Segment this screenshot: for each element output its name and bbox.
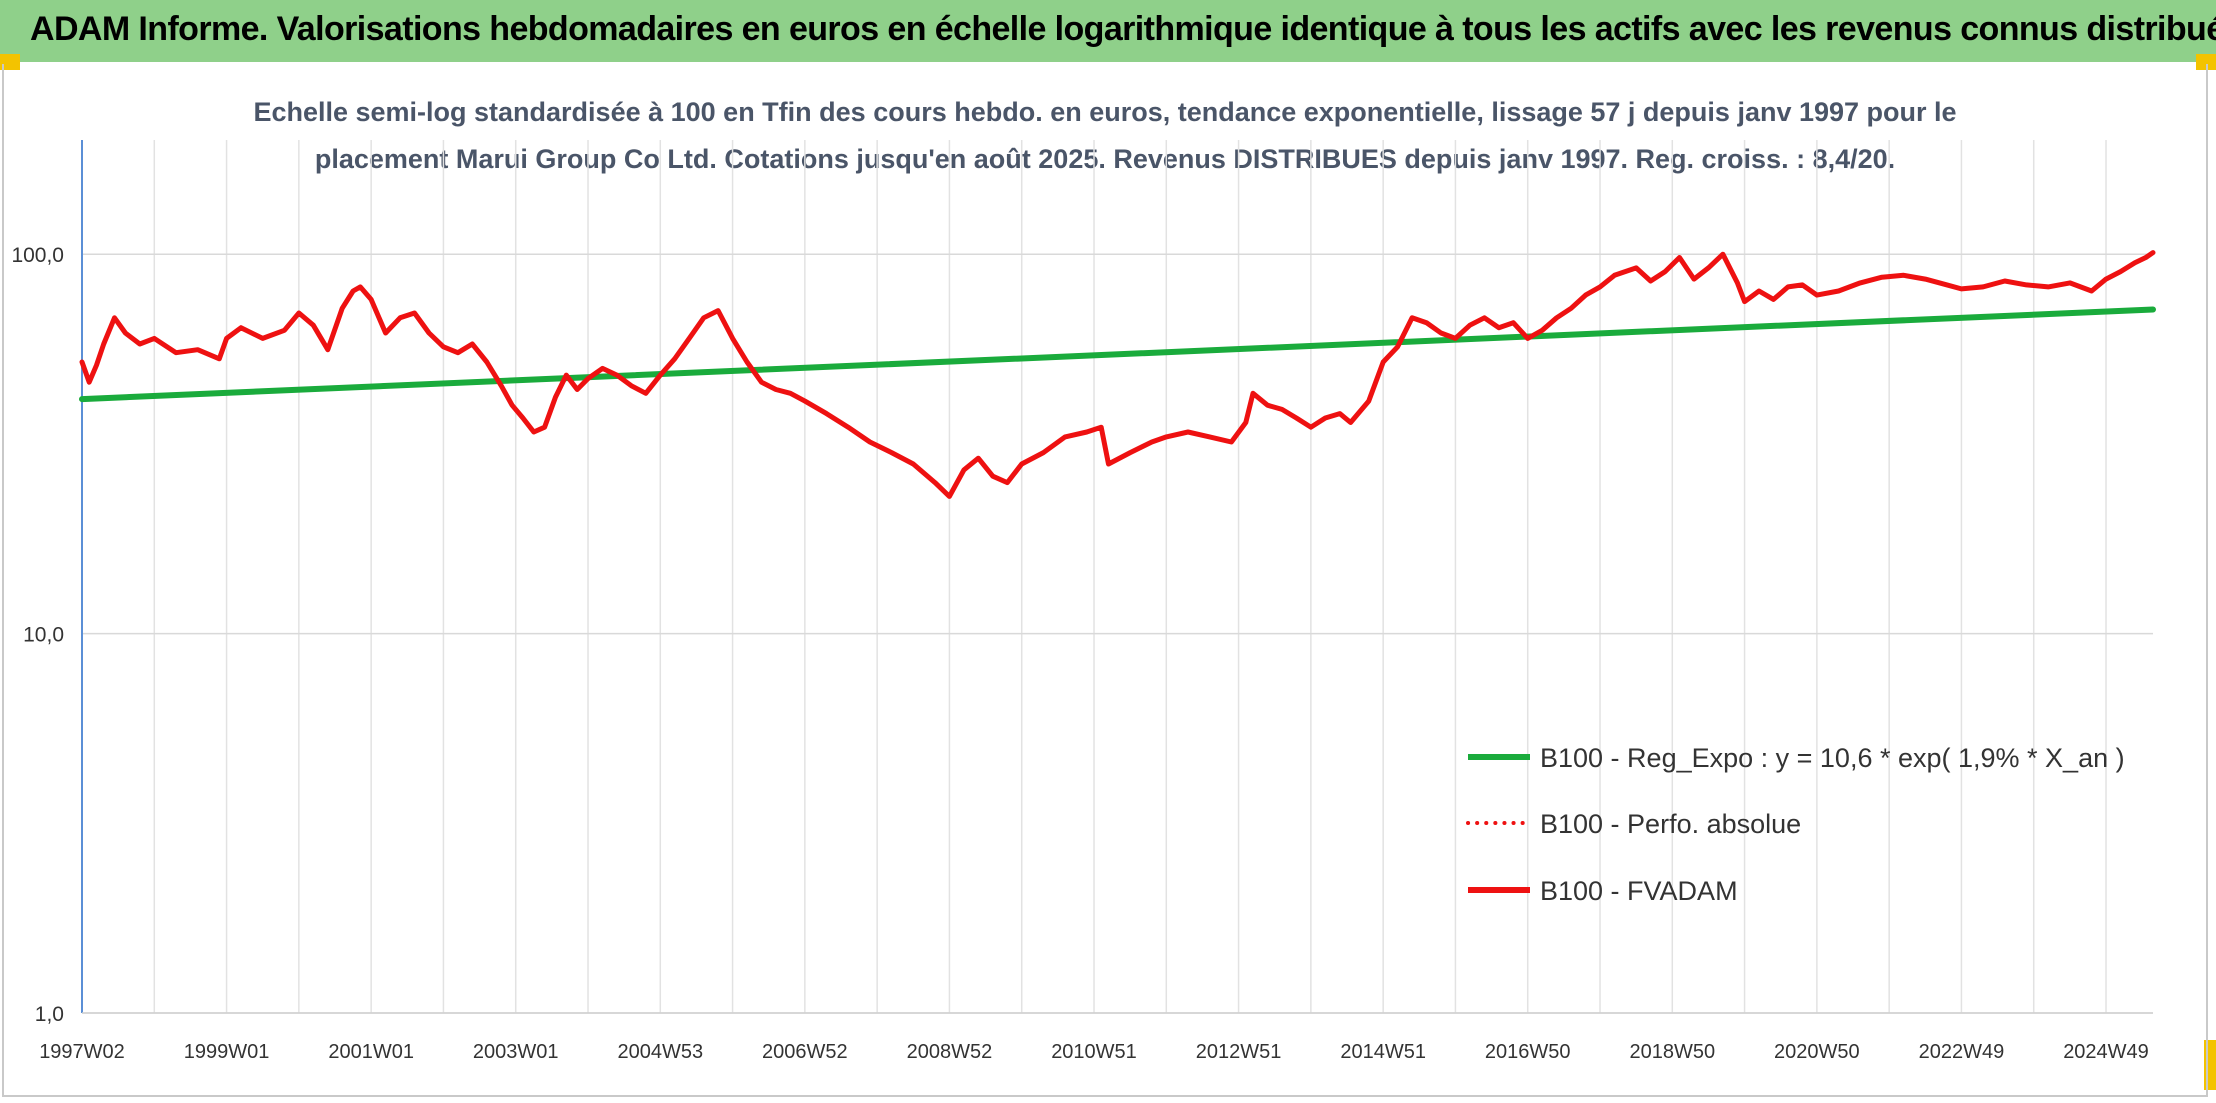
x-tick-label: 2006W52 [762,1041,848,1063]
x-tick-label: 2024W49 [2063,1041,2149,1063]
y-tick-label: 1,0 [35,1003,64,1026]
x-tick-label: 2018W50 [1629,1041,1715,1063]
x-tick-label: 2016W50 [1485,1041,1571,1063]
chart-frame [2,64,2208,1097]
series-fvadam-line [79,250,2156,499]
legend-label: B100 - FVADAM [1540,876,1738,906]
x-tick-label: 1997W02 [39,1041,125,1063]
x-tick-label: 2010W51 [1051,1041,1137,1063]
legend-label: B100 - Reg_Expo : y = 10,6 * exp( 1,9% *… [1540,743,2125,773]
x-tick-label: 1999W01 [184,1041,270,1063]
x-tick-label: 2001W01 [328,1041,414,1063]
axes: 1,0 10,0 100,0 1997W02 1999W01 2001W01 2003W01… [11,140,2153,1063]
y-tick-label: 100,0 [11,244,64,267]
series-lines [79,250,2156,499]
x-tick-label: 2014W51 [1340,1041,1426,1063]
x-tick-label: 2008W52 [907,1041,993,1063]
y-tick-label: 10,0 [23,624,64,647]
x-tick-label: 2012W51 [1196,1041,1282,1063]
chart-subtitle-line2: placement Marui Group Co Ltd. Cotations … [315,144,1895,174]
legend-label: B100 - Perfo. absolue [1540,809,1801,839]
legend: B100 - Reg_Expo : y = 10,6 * exp( 1,9% *… [1466,743,2125,906]
grid-lines [82,140,2153,1014]
x-tick-label: 2003W01 [473,1041,559,1063]
x-tick-label: 2020W50 [1774,1041,1860,1063]
corner-marker-top-left [0,54,20,70]
series-regression-line [79,306,2156,403]
report-banner: ADAM Informe. Valorisations hebdomadaire… [0,0,2216,62]
x-tick-label: 2004W53 [617,1041,703,1063]
chart-subtitle-line1: Echelle semi-log standardisée à 100 en T… [253,97,1956,127]
x-tick-label: 2022W49 [1919,1041,2005,1063]
report-title: ADAM Informe. Valorisations hebdomadaire… [30,10,2216,48]
corner-marker-top-right [2196,54,2216,70]
